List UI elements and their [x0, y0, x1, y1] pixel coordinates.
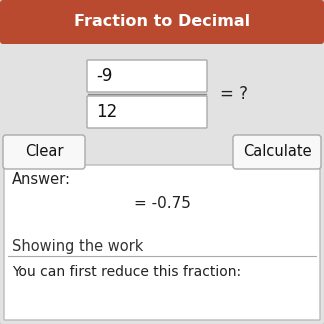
FancyBboxPatch shape — [87, 60, 207, 92]
Text: Showing the work: Showing the work — [12, 238, 144, 253]
Bar — [5, 22, 319, 41]
Text: Fraction to Decimal: Fraction to Decimal — [74, 15, 250, 29]
FancyBboxPatch shape — [0, 0, 324, 44]
Text: Answer:: Answer: — [12, 172, 71, 188]
Text: = -0.75: = -0.75 — [133, 196, 191, 212]
FancyBboxPatch shape — [4, 165, 320, 320]
FancyBboxPatch shape — [87, 96, 207, 128]
FancyBboxPatch shape — [233, 135, 321, 169]
Text: 12: 12 — [96, 103, 117, 121]
Text: = ?: = ? — [220, 85, 248, 103]
Text: Calculate: Calculate — [243, 145, 311, 159]
Text: Clear: Clear — [25, 145, 63, 159]
Text: -9: -9 — [96, 67, 112, 85]
FancyBboxPatch shape — [3, 135, 85, 169]
Text: You can first reduce this fraction:: You can first reduce this fraction: — [12, 265, 241, 279]
